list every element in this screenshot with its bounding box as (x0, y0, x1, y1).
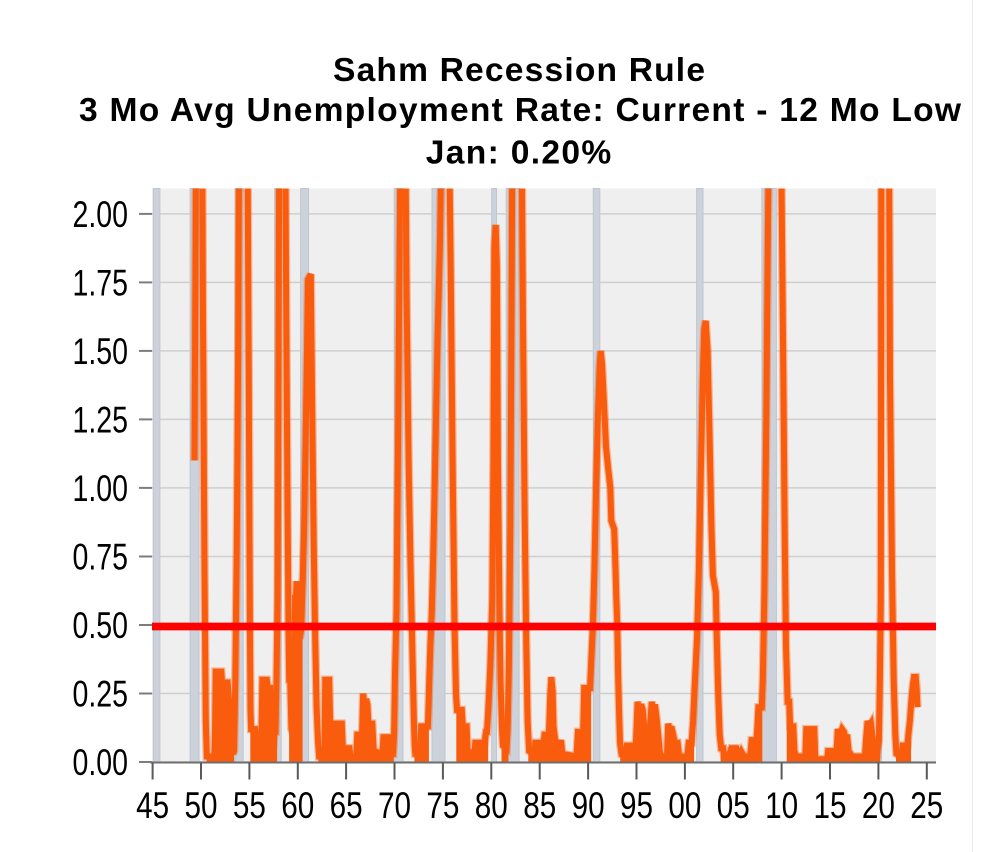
svg-text:25: 25 (910, 785, 943, 826)
svg-text:0.50: 0.50 (73, 605, 129, 646)
svg-text:3 Mo Avg Unemployment Rate: Cu: 3 Mo Avg Unemployment Rate: Current - 12… (79, 92, 962, 129)
svg-text:45: 45 (136, 785, 169, 826)
svg-text:50: 50 (185, 785, 218, 826)
svg-text:60: 60 (281, 785, 314, 826)
svg-text:15: 15 (814, 785, 847, 826)
svg-text:55: 55 (233, 785, 266, 826)
svg-text:0.75: 0.75 (73, 537, 129, 578)
svg-text:Sahm Recession Rule: Sahm Recession Rule (333, 52, 705, 89)
svg-text:1.00: 1.00 (73, 468, 129, 509)
svg-text:1.75: 1.75 (73, 263, 129, 304)
svg-text:2.00: 2.00 (73, 194, 129, 235)
svg-text:85: 85 (523, 785, 556, 826)
svg-text:05: 05 (717, 785, 750, 826)
svg-text:10: 10 (765, 785, 798, 826)
svg-text:1.25: 1.25 (73, 400, 129, 441)
svg-text:90: 90 (572, 785, 605, 826)
svg-text:95: 95 (620, 785, 653, 826)
svg-text:80: 80 (475, 785, 508, 826)
svg-text:70: 70 (378, 785, 411, 826)
svg-text:Jan: 0.20%: Jan: 0.20% (426, 135, 612, 172)
svg-text:75: 75 (426, 785, 459, 826)
svg-text:65: 65 (330, 785, 363, 826)
svg-text:00: 00 (668, 785, 701, 826)
svg-text:0.25: 0.25 (73, 674, 129, 715)
svg-text:20: 20 (862, 785, 895, 826)
svg-text:1.50: 1.50 (73, 331, 129, 372)
svg-text:0.00: 0.00 (73, 742, 129, 783)
